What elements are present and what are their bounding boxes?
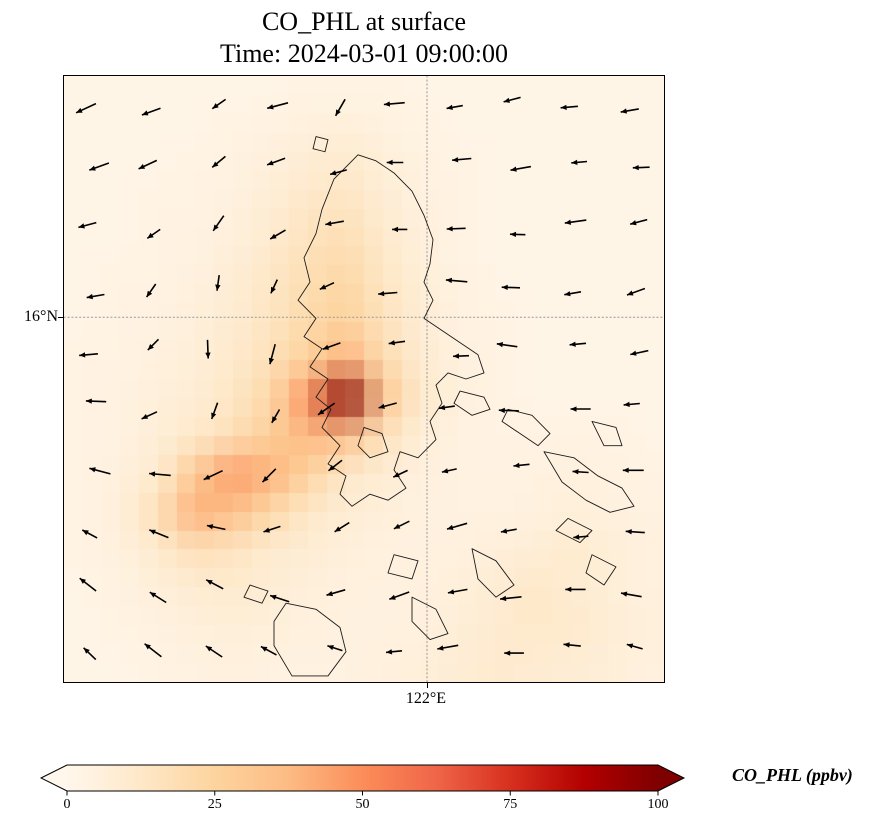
colorbar-tick-label: 25	[207, 797, 222, 812]
colorbar-left-extend	[41, 765, 67, 791]
chart-title: CO_PHL at surface	[261, 7, 467, 36]
colorbar-label: CO_PHL (ppbv)	[732, 765, 853, 785]
y-tick-label-16n: 16°N	[24, 308, 58, 325]
colorbar-right-extend	[658, 765, 684, 791]
gridlines-group	[64, 76, 664, 682]
chart-subtitle-time: Time: 2024-03-01 09:00:00	[220, 39, 508, 68]
wind-arrows-group	[75, 96, 650, 661]
y-tick-mark	[58, 317, 63, 318]
map-plot	[63, 75, 665, 683]
colorbar-tick-label: 0	[63, 797, 71, 812]
heatmap-canvas	[64, 76, 664, 682]
colorbar-tick-label: 100	[647, 797, 669, 812]
x-tick-label-122e: 122°E	[405, 690, 447, 707]
coastlines-group	[244, 137, 634, 676]
colorbar-tick-label: 50	[355, 797, 370, 812]
colorbar	[40, 764, 686, 796]
map-overlay-svg	[64, 76, 664, 682]
x-tick-mark	[427, 683, 428, 688]
colorbar-body	[67, 765, 658, 791]
colorbar-tick-marks	[66, 791, 659, 796]
wind-arrow-heads	[76, 97, 639, 656]
colorbar-tick-label: 75	[503, 797, 518, 812]
wind-arrow-shafts	[75, 96, 650, 661]
